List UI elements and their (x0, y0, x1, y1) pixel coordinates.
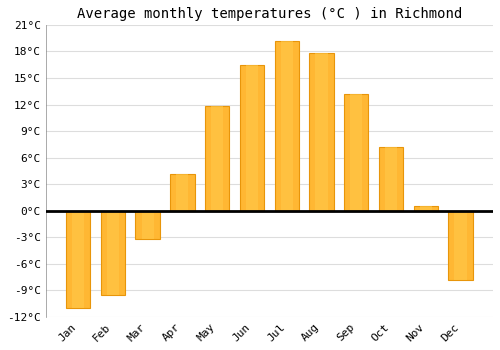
Bar (310, 53, 334, 211)
Bar (100, 211, 125, 295)
Bar (316, 53, 328, 211)
Bar (170, 174, 194, 211)
Bar (66, 211, 90, 308)
Bar (107, 211, 119, 295)
Bar (246, 65, 258, 211)
Bar (385, 147, 397, 211)
Bar (420, 206, 432, 211)
Title: Average monthly temperatures (°C ) in Richmond: Average monthly temperatures (°C ) in Ri… (76, 7, 462, 21)
Bar (274, 41, 299, 211)
Bar (454, 211, 466, 280)
Bar (205, 106, 230, 211)
Bar (344, 94, 368, 211)
Bar (176, 174, 188, 211)
Bar (448, 211, 472, 280)
Bar (136, 211, 160, 239)
Bar (414, 206, 438, 211)
Bar (142, 211, 154, 239)
Bar (72, 211, 84, 308)
Bar (240, 65, 264, 211)
Bar (350, 94, 362, 211)
Bar (211, 106, 223, 211)
Bar (280, 41, 293, 211)
Bar (379, 147, 403, 211)
